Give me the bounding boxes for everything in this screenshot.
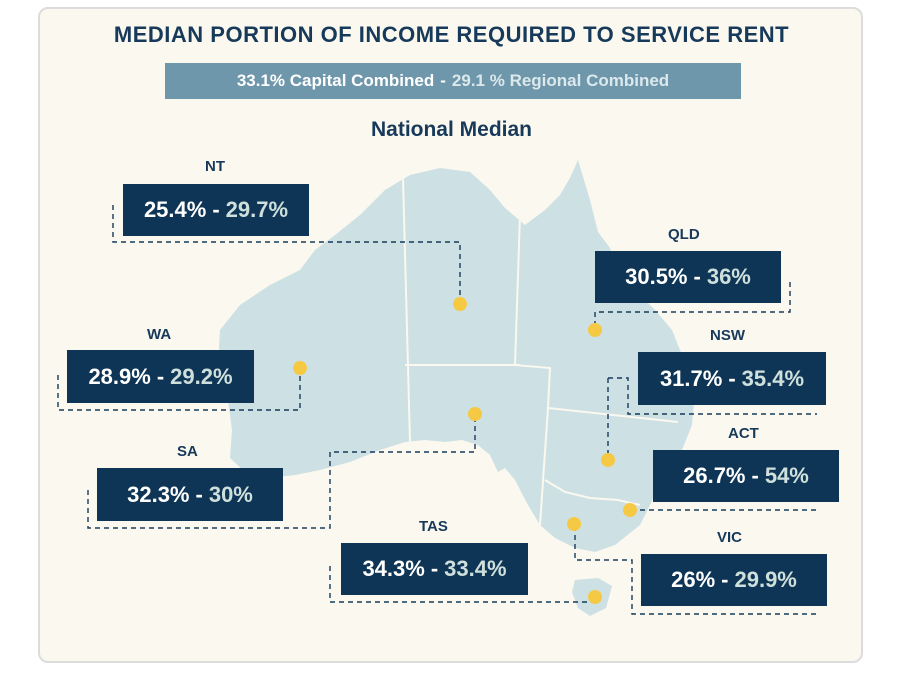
wa-value-box: 28.9% - 29.2% xyxy=(67,350,254,403)
nt-label: NT xyxy=(205,158,225,175)
state-borders xyxy=(402,177,679,526)
nsw-label: NSW xyxy=(710,327,745,344)
wa-location-dot xyxy=(293,361,307,375)
sa-value-box: 32.3% - 30% xyxy=(97,468,283,521)
qld-label: QLD xyxy=(668,226,700,243)
wa-capital-value: 28.9% xyxy=(88,363,151,389)
tas-capital-value: 34.3% xyxy=(362,556,425,581)
act-location-dot xyxy=(623,503,637,517)
page-title: MEDIAN PORTION OF INCOME REQUIRED TO SER… xyxy=(113,22,790,47)
nt-capital-value: 25.4% xyxy=(143,197,207,222)
qld-value-box: 30.5% - 36% xyxy=(595,251,781,303)
nsw-separator: - xyxy=(728,365,736,391)
vic-separator: - xyxy=(721,567,729,592)
tas-separator: - xyxy=(430,556,439,581)
qld-capital-value: 30.5% xyxy=(625,264,688,289)
capital-combined-text: 33.1% Capital Combined xyxy=(236,71,435,90)
wa-regional-value: 29.2% xyxy=(170,363,233,389)
national-median-heading: National Median xyxy=(370,118,533,141)
act-separator: - xyxy=(751,463,759,488)
nt-value-box: 25.4% - 29.7% xyxy=(123,184,309,236)
act-label: ACT xyxy=(728,425,759,442)
banner-separator: - xyxy=(440,71,446,90)
qld-regional-value: 36% xyxy=(706,264,751,289)
act-regional-value: 54% xyxy=(764,463,809,488)
sa-regional-value: 30% xyxy=(208,481,253,507)
location-dots xyxy=(293,297,637,604)
wa-label: WA xyxy=(147,326,172,343)
regional-combined-text: 29.1 % Regional Combined xyxy=(451,71,670,90)
nsw-regional-value: 35.4% xyxy=(741,365,805,391)
act-value-box: 26.7% - 54% xyxy=(653,450,839,502)
sa-label: SA xyxy=(177,443,198,460)
nsw-value-box: 31.7% - 35.4% xyxy=(638,352,826,405)
leader-lines xyxy=(57,205,817,615)
vic-capital-value: 26% xyxy=(671,567,716,592)
vic-location-dot xyxy=(567,517,581,531)
act-capital-value: 26.7% xyxy=(683,463,746,488)
wa-separator: - xyxy=(156,363,165,389)
nt-regional-value: 29.7% xyxy=(225,197,289,222)
vic-value-box: 26% - 29.9% xyxy=(641,554,827,606)
vic-label: VIC xyxy=(717,529,743,546)
nsw-capital-value: 31.7% xyxy=(659,365,723,391)
nsw-location-dot xyxy=(601,453,615,467)
nt-location-dot xyxy=(453,297,467,311)
qld-separator: - xyxy=(693,264,701,289)
qld-location-dot xyxy=(588,323,602,337)
nt-separator: - xyxy=(212,197,220,222)
australia-mainland xyxy=(218,160,695,552)
tas-value-box: 34.3% - 33.4% xyxy=(341,543,528,595)
vic-regional-value: 29.9% xyxy=(734,567,797,592)
national-summary-banner: 33.1% Capital Combined - 29.1 % Regional… xyxy=(165,63,741,99)
tas-regional-value: 33.4% xyxy=(444,556,507,581)
tas-location-dot xyxy=(588,590,602,604)
sa-separator: - xyxy=(195,481,203,507)
sa-location-dot xyxy=(468,407,482,421)
sa-capital-value: 32.3% xyxy=(127,481,190,507)
tas-label: TAS xyxy=(419,518,448,535)
